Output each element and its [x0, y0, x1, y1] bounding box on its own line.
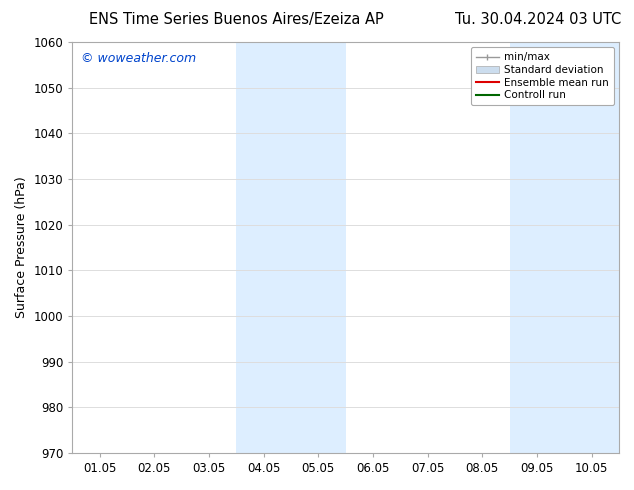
Y-axis label: Surface Pressure (hPa): Surface Pressure (hPa) [15, 176, 28, 318]
Legend: min/max, Standard deviation, Ensemble mean run, Controll run: min/max, Standard deviation, Ensemble me… [470, 47, 614, 105]
Text: ENS Time Series Buenos Aires/Ezeiza AP: ENS Time Series Buenos Aires/Ezeiza AP [89, 12, 384, 27]
Text: Tu. 30.04.2024 03 UTC: Tu. 30.04.2024 03 UTC [455, 12, 621, 27]
Bar [236, 42, 346, 453]
Text: © woweather.com: © woweather.com [81, 52, 196, 65]
Bar [510, 42, 619, 453]
